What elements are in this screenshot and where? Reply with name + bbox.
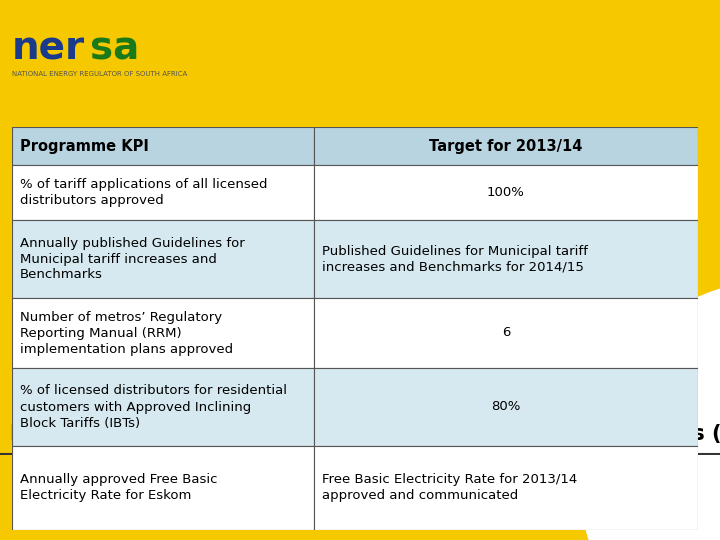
Text: 80%: 80% <box>491 401 521 414</box>
Bar <box>12 127 314 165</box>
Bar <box>12 368 314 446</box>
Text: Target for 2013/14: Target for 2013/14 <box>429 138 582 153</box>
Text: |: | <box>81 75 91 100</box>
Bar <box>314 220 698 298</box>
Text: % of tariff applications of all licensed
distributors approved: % of tariff applications of all licensed… <box>20 178 268 207</box>
Circle shape <box>580 280 720 540</box>
Text: 100%: 100% <box>487 186 525 199</box>
Text: Programme KPI: Programme KPI <box>20 138 149 153</box>
Text: 6: 6 <box>502 327 510 340</box>
Bar <box>314 127 698 165</box>
Bar <box>12 298 314 368</box>
Bar <box>314 446 698 530</box>
Text: Programme 1: Setting and/or approval of tariffs and prices (1): Programme 1: Setting and/or approval of … <box>10 424 720 444</box>
Text: Published Guidelines for Municipal tariff
increases and Benchmarks for 2014/15: Published Guidelines for Municipal tarif… <box>322 245 588 273</box>
Text: ner: ner <box>12 30 85 68</box>
Text: Annually published Guidelines for
Municipal tariff increases and
Benchmarks: Annually published Guidelines for Munici… <box>20 237 245 281</box>
Text: % of licensed distributors for residential
customers with Approved Inclining
Blo: % of licensed distributors for residenti… <box>20 384 287 429</box>
Bar <box>314 165 698 220</box>
Bar <box>12 165 314 220</box>
Text: Number of metros’ Regulatory
Reporting Manual (RRM)
implementation plans approve: Number of metros’ Regulatory Reporting M… <box>20 310 233 355</box>
Text: Annually approved Free Basic
Electricity Rate for Eskom: Annually approved Free Basic Electricity… <box>20 474 217 503</box>
Bar <box>314 368 698 446</box>
Text: Free Basic Electricity Rate for 2013/14
approved and communicated: Free Basic Electricity Rate for 2013/14 … <box>322 474 577 503</box>
Bar <box>314 298 698 368</box>
Text: sa: sa <box>90 30 139 68</box>
Text: NATIONAL ENERGY REGULATOR OF SOUTH AFRICA: NATIONAL ENERGY REGULATOR OF SOUTH AFRIC… <box>12 71 187 77</box>
Bar <box>12 220 314 298</box>
Bar <box>12 446 314 530</box>
